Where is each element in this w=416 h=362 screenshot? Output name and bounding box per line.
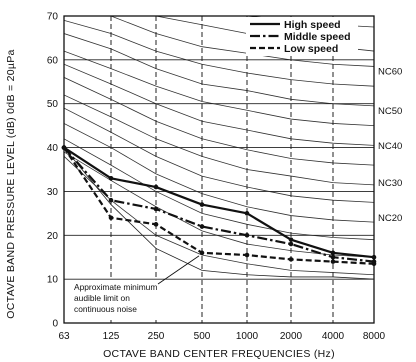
y-tick-label: 20	[47, 231, 59, 242]
y-tick-label: 50	[47, 99, 59, 110]
nc-label: NC30	[378, 178, 402, 189]
data-point	[288, 237, 294, 242]
series-layer	[61, 145, 377, 267]
y-tick-label: 0	[52, 319, 58, 330]
annotation-pointer	[157, 255, 200, 285]
data-point	[288, 241, 294, 247]
legend-label: High speed	[284, 19, 341, 31]
nc-label: NC40	[378, 141, 402, 152]
nc-curve	[64, 77, 374, 166]
data-point	[199, 202, 205, 207]
audible-limit-line	[63, 147, 375, 280]
data-point	[330, 254, 336, 260]
x-tick-labels: 63 125 250 500 1000 2000 4000 8000	[58, 331, 385, 342]
x-tick-label: 2000	[280, 331, 303, 342]
data-point	[330, 250, 336, 256]
x-tick-label: 63	[58, 331, 70, 342]
nc-curve	[64, 50, 374, 127]
data-point	[244, 211, 250, 216]
nc-curve	[64, 20, 374, 87]
legend-label: Low speed	[284, 43, 338, 55]
nc-curve	[64, 94, 374, 186]
data-point	[288, 257, 294, 262]
x-tick-label: 4000	[322, 331, 345, 342]
data-point	[244, 252, 250, 258]
x-tick-label: 250	[148, 331, 165, 342]
nc-label: NC20	[378, 213, 402, 224]
y-tick-label: 40	[47, 143, 59, 154]
data-point	[108, 197, 114, 203]
nc-curve	[64, 33, 374, 107]
grid	[64, 16, 374, 323]
data-point	[61, 145, 67, 150]
data-point	[153, 222, 159, 227]
data-point	[153, 184, 159, 190]
plot-border	[63, 15, 375, 324]
annotation-box	[70, 280, 174, 318]
data-point	[108, 215, 114, 221]
annotation-text: continuous noise	[74, 304, 137, 314]
x-tick-label: 1000	[236, 331, 259, 342]
annotation-text: Approximate minimum	[74, 282, 157, 292]
nc-curve	[109, 16, 374, 67]
nc-curve	[64, 63, 374, 146]
nc-curve	[64, 107, 374, 203]
series-line-high-speed	[63, 146, 375, 259]
plot-frame	[63, 15, 375, 324]
nc-curves	[64, 16, 374, 276]
y-tick-label: 10	[47, 275, 59, 286]
data-point	[371, 254, 377, 260]
nc-labels: NC60 NC50 NC40 NC30 NC20	[378, 66, 402, 224]
annotation-text: audible limit on	[74, 293, 130, 303]
x-tick-label: 500	[194, 331, 211, 342]
data-point	[244, 232, 250, 238]
y-tick-label: 60	[47, 55, 59, 66]
nc-label: NC60	[378, 66, 402, 77]
data-point	[199, 224, 205, 229]
data-point	[371, 261, 377, 267]
x-tick-label: 8000	[363, 331, 386, 342]
y-tick-label: 70	[47, 12, 59, 23]
x-axis-label: OCTAVE BAND CENTER FREQUENCIES (Hz)	[103, 348, 335, 360]
series-line-middle-speed	[63, 146, 375, 263]
nc-curve	[64, 156, 374, 276]
nc-label: NC50	[378, 106, 402, 117]
data-point	[153, 206, 159, 212]
legend-label: Middle speed	[284, 31, 351, 43]
data-point	[108, 175, 114, 181]
x-tick-label: 125	[103, 331, 120, 342]
data-point	[330, 259, 336, 264]
nc-curve	[64, 123, 374, 223]
y-axis-label: OCTAVE BAND PRESSURE LEVEL (dB) 0dB = 20…	[5, 49, 17, 318]
y-tick-labels: 0 10 20 30 40 50 60 70	[47, 12, 59, 330]
nc-curve	[64, 138, 374, 241]
data-point	[199, 250, 205, 256]
y-tick-label: 30	[47, 187, 59, 198]
audible-limit-curve	[63, 147, 375, 280]
series-line-low-speed	[63, 146, 375, 265]
